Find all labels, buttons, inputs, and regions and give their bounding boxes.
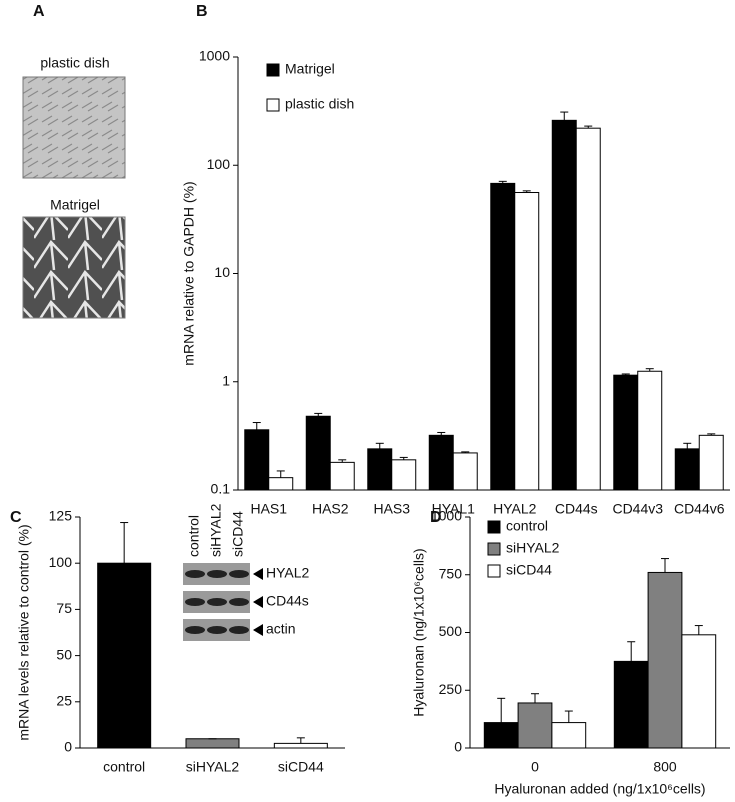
blot-band — [229, 570, 249, 578]
blot-band — [229, 598, 249, 606]
legend-label: siHYAL2 — [506, 540, 560, 556]
y-tick-label: 50 — [56, 646, 72, 662]
bar — [268, 477, 294, 491]
y-tick-label: 500 — [439, 623, 463, 639]
y-tick-label: 1000 — [431, 508, 462, 524]
x-tick-label: CD44v6 — [674, 501, 725, 517]
legend-swatch — [487, 564, 501, 578]
legend-label: Matrigel — [285, 61, 335, 77]
x-tick-label: HAS1 — [250, 501, 287, 517]
bar — [674, 448, 700, 491]
legend-label: plastic dish — [285, 96, 354, 112]
bar — [517, 702, 553, 749]
legend-swatch — [266, 63, 280, 77]
band-label: HYAL2 — [266, 565, 310, 581]
panel-label: A — [33, 3, 45, 20]
y-tick-label: 0 — [64, 739, 72, 755]
bar — [428, 434, 454, 491]
image-caption: Matrigel — [50, 197, 100, 213]
blot-band — [185, 626, 205, 634]
legend-label: control — [506, 518, 548, 534]
x-tick-label: 800 — [653, 759, 677, 775]
y-tick-label: 25 — [56, 693, 72, 709]
image-caption: plastic dish — [40, 55, 109, 71]
bar — [483, 722, 519, 749]
bar — [613, 660, 649, 749]
bar — [185, 738, 240, 749]
bar — [244, 429, 270, 491]
arrow — [253, 596, 263, 608]
bar — [514, 192, 540, 491]
y-axis-label: Hyaluronan (ng/1x10⁶cells) — [411, 548, 427, 716]
bar — [647, 571, 683, 749]
x-tick-label: siCD44 — [278, 759, 324, 775]
bar — [681, 634, 717, 749]
legend-label: siCD44 — [506, 562, 552, 578]
y-axis-label: mRNA levels relative to control (%) — [16, 524, 32, 740]
micrograph — [22, 76, 126, 179]
bar — [490, 182, 516, 491]
panel-label: B — [196, 3, 208, 20]
x-tick-label: HYAL2 — [493, 501, 537, 517]
band-label: actin — [266, 621, 296, 637]
y-tick-label: 100 — [207, 156, 231, 172]
bar — [637, 370, 663, 491]
panel-label: C — [10, 509, 22, 526]
y-tick-label: 0 — [454, 739, 462, 755]
x-tick-label: CD44v3 — [612, 501, 663, 517]
blot-band — [207, 570, 227, 578]
x-tick-label: HAS3 — [373, 501, 410, 517]
bar — [367, 448, 393, 491]
arrow — [253, 568, 263, 580]
y-tick-label: 75 — [56, 600, 72, 616]
lane-label: siHYAL2 — [208, 503, 224, 557]
bar — [329, 461, 355, 491]
y-tick-label: 125 — [49, 508, 73, 524]
lane-label: siCD44 — [230, 511, 246, 557]
blot-band — [207, 598, 227, 606]
x-tick-label: siHYAL2 — [186, 759, 240, 775]
y-tick-label: 1 — [222, 372, 230, 388]
bar — [613, 374, 639, 491]
bar — [551, 722, 587, 749]
blot-band — [185, 570, 205, 578]
x-axis-label: Hyaluronan added (ng/1x10⁶cells) — [494, 781, 705, 797]
x-tick-label: control — [103, 759, 145, 775]
y-axis-label: mRNA relative to GAPDH (%) — [181, 181, 197, 365]
x-tick-label: HAS2 — [312, 501, 349, 517]
y-tick-label: 0.1 — [211, 481, 231, 497]
blot-band — [207, 626, 227, 634]
y-tick-label: 10 — [214, 264, 230, 280]
arrow — [253, 624, 263, 636]
micrograph — [22, 216, 126, 319]
panel-label: D — [430, 509, 442, 526]
bar — [575, 127, 601, 491]
bar — [97, 562, 152, 749]
bar — [305, 415, 331, 491]
bar — [452, 452, 478, 491]
blot-band — [229, 626, 249, 634]
bar — [551, 119, 577, 491]
x-tick-label: 0 — [531, 759, 539, 775]
blot-band — [185, 598, 205, 606]
y-tick-label: 1000 — [199, 48, 230, 64]
y-tick-label: 100 — [49, 554, 73, 570]
bar — [698, 434, 724, 491]
x-tick-label: HYAL1 — [432, 501, 476, 517]
lane-label: control — [186, 515, 202, 557]
legend-swatch — [487, 520, 501, 534]
legend-swatch — [487, 542, 501, 556]
x-tick-label: CD44s — [555, 501, 598, 517]
y-tick-label: 250 — [439, 681, 463, 697]
y-tick-label: 750 — [439, 565, 463, 581]
bar — [273, 742, 328, 749]
legend-swatch — [266, 98, 280, 112]
band-label: CD44s — [266, 593, 309, 609]
bar — [391, 459, 417, 491]
